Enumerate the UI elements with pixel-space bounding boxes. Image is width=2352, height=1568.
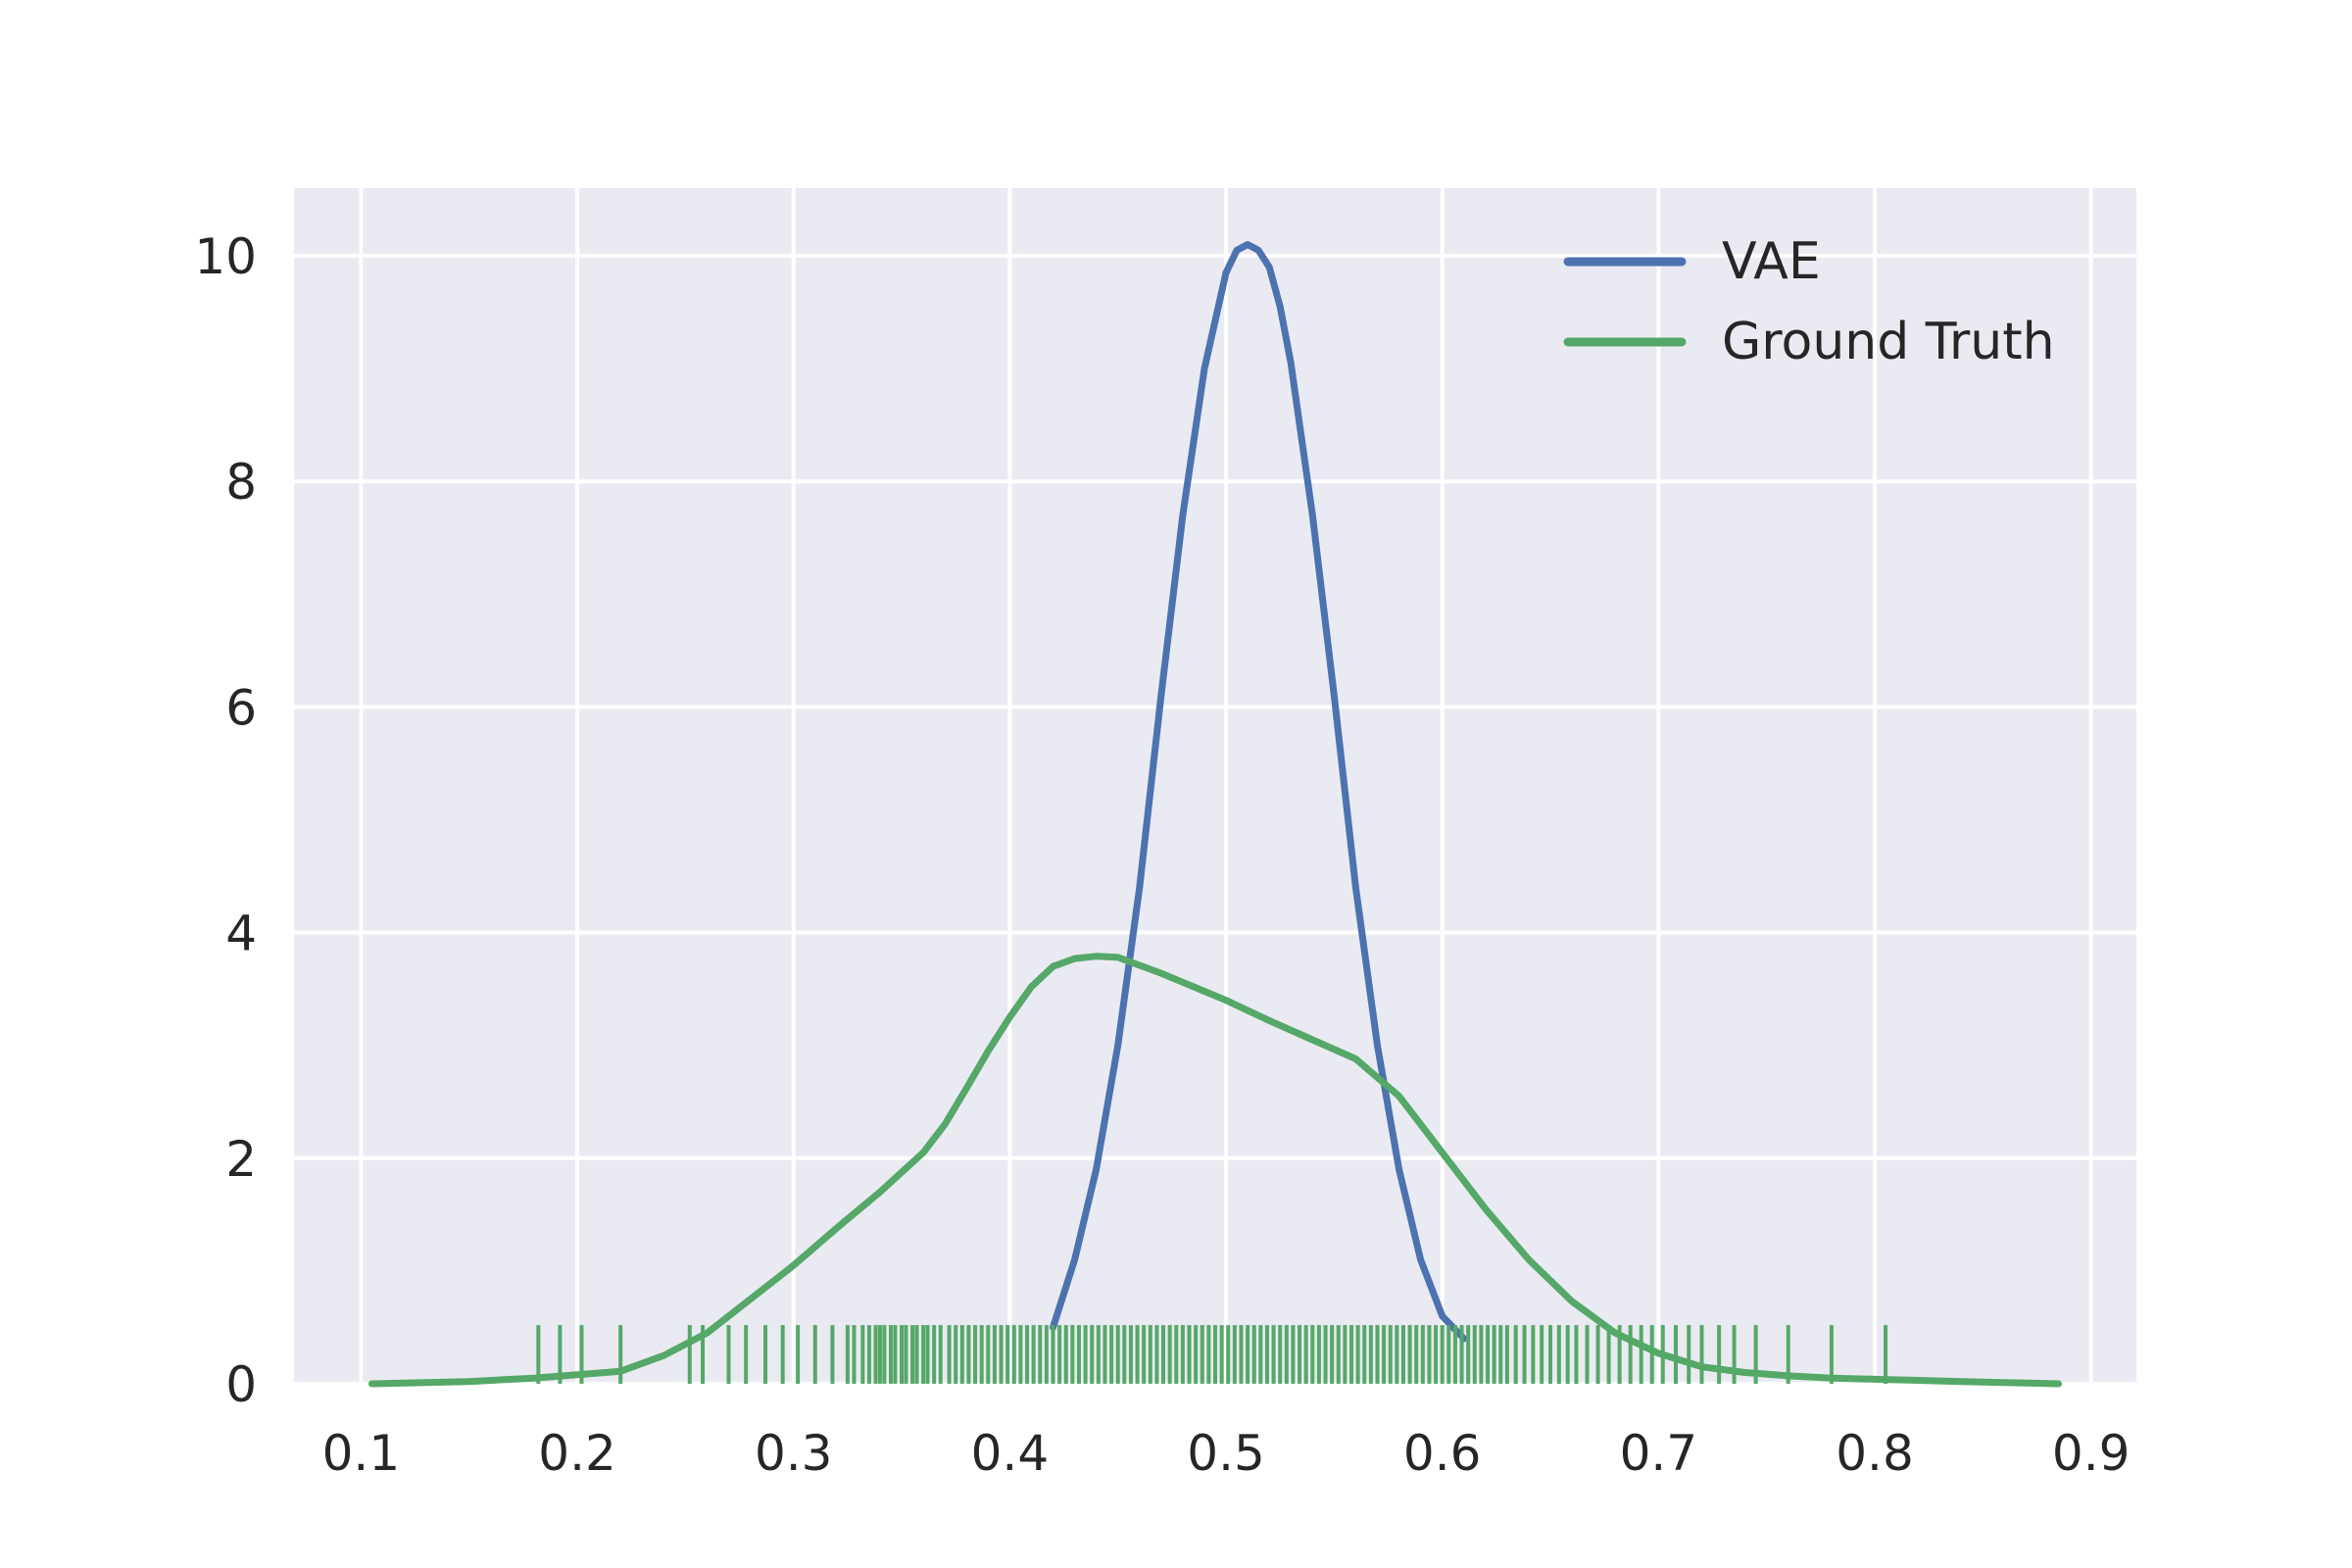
series-layer [368,241,2063,1388]
legend-label-ground-truth: Ground Truth [1722,313,2055,371]
legend: VAE Ground Truth [1563,232,2055,371]
y-tick-label: 0 [225,1356,257,1413]
x-tick-label: 0.8 [1836,1425,1914,1482]
x-tick-label: 0.3 [755,1425,833,1482]
y-tick-label: 4 [225,906,257,962]
x-tick-label: 0.7 [1620,1425,1698,1482]
x-tick-label: 0.2 [538,1425,616,1482]
y-tick-label: 2 [225,1131,257,1188]
rug-plot [536,1325,1888,1384]
x-tick-label: 0.6 [1403,1425,1482,1482]
x-tick-label: 0.1 [322,1425,401,1482]
legend-label-vae: VAE [1722,232,1821,291]
x-tick-labels: 0.1 0.2 0.3 0.4 0.5 0.6 0.7 0.8 0.9 [322,1425,2131,1482]
x-tick-label: 0.5 [1187,1425,1265,1482]
x-tick-label: 0.4 [971,1425,1050,1482]
y-tick-label: 10 [194,228,257,285]
y-tick-labels: 0 2 4 6 8 10 [194,228,257,1413]
y-tick-label: 6 [225,679,257,736]
plot-background [294,188,2136,1384]
y-tick-label: 8 [225,454,257,511]
series-line-ground-truth [368,953,2063,1388]
x-tick-label: 0.9 [2052,1425,2131,1482]
